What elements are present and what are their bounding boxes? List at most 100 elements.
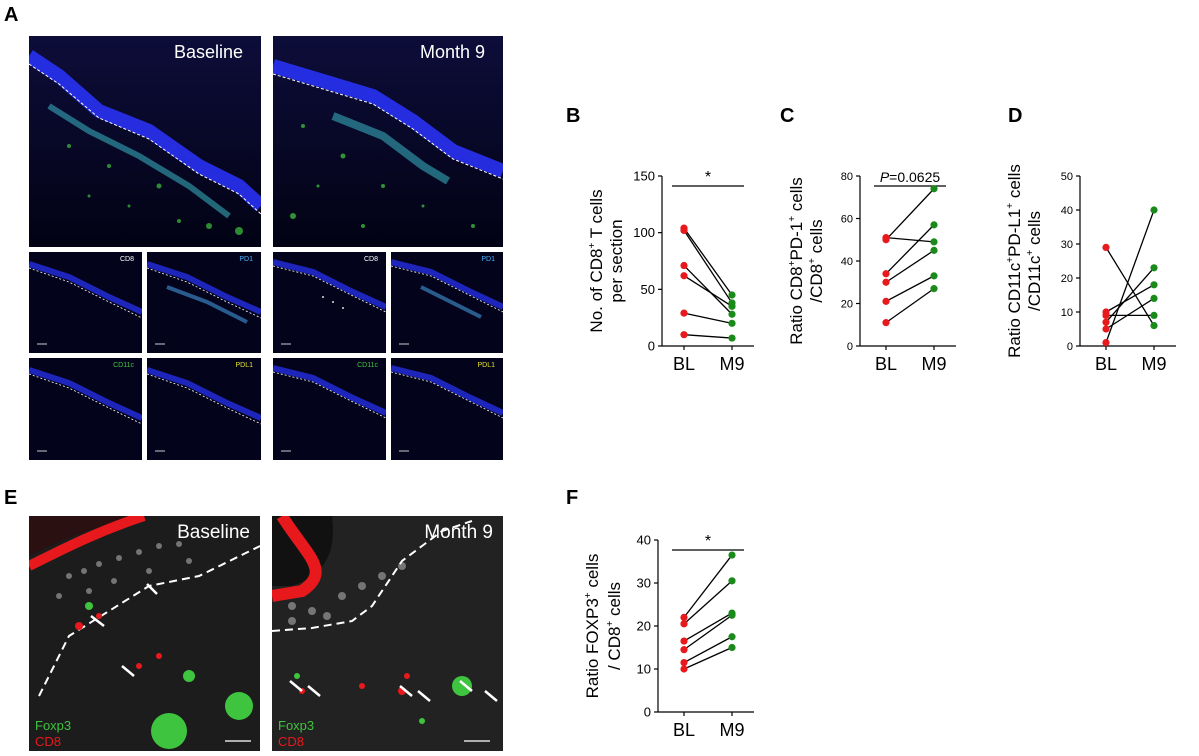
point-m9 [728,643,736,652]
legend-cd8: CD8 [35,734,62,749]
x-category-label: BL [673,720,695,740]
tile-label-pd1: PD1 [239,256,253,263]
point-bl [680,226,688,234]
point-m9 [1150,322,1158,330]
point-m9 [1150,206,1158,214]
chart-d: 0 10 20 30 40 50 BL M9 Ratio CD11c+PD-L1+ cells /… [1000,150,1195,380]
chart-c: 0 20 40 60 80 BL M9 Ratio CD8+PD-1+ cells/CD8+ … [782,150,982,380]
y-tick-label: 0 [1067,341,1073,353]
pair-line [683,554,733,618]
pair-line [683,265,733,315]
point-bl [680,646,688,654]
point-m9 [1150,311,1158,319]
x-category-label: BL [1095,354,1117,374]
x-category-label: M9 [1141,354,1166,374]
legend-cd8-m9: CD8 [278,734,305,749]
pair-line [683,230,733,304]
point-m9 [1150,294,1158,302]
y-axis-label-line1: No. of CD8+ T cells [587,189,606,332]
tile-baseline-cd11c: CD11c [29,358,142,460]
y-tick-label: 40 [637,533,651,548]
y-tick-label: 80 [841,171,853,183]
micrograph-e-title-month9: Month 9 [424,522,493,543]
y-tick-label: 150 [633,169,655,184]
point-bl [1102,325,1110,333]
panel-letter-e: E [4,487,18,509]
y-axis-label-line2: /CD8+ cells [807,219,826,302]
point-bl [1102,311,1110,319]
y-tick-label: 20 [841,298,853,310]
pair-line [885,275,935,302]
point-m9 [1150,281,1158,289]
tile-baseline-pdl1: PDL1 [147,358,261,460]
point-m9 [930,238,938,246]
pair-line [885,249,935,283]
pair-line [683,636,733,664]
point-bl [882,236,890,244]
tile-label-pdl1: PDL1 [235,362,253,369]
micrograph-e-month9: Month 9 Foxp3 CD8 [272,516,503,751]
micrograph-title-baseline: Baseline [173,42,243,62]
tile-label-pd1-m9: PD1 [481,256,495,263]
point-bl [1102,339,1110,347]
point-m9 [728,302,736,310]
y-tick-label: 40 [841,256,853,268]
legend-foxp3-m9: Foxp3 [278,718,315,733]
x-category-label: M9 [719,354,744,374]
x-category-label: M9 [719,720,744,740]
y-axis-label-line1: Ratio CD8+PD-1+ cells [787,177,806,345]
tile-label-cd8: CD8 [119,256,134,263]
panel-letter-a: A [4,4,19,26]
tile-baseline-pd1: PD1 [147,252,261,353]
point-m9 [728,611,736,619]
pair-line [1105,267,1155,323]
pair-line [683,334,733,339]
y-tick-label: 100 [633,225,655,240]
tile-month9-pdl1: PDL1 [391,358,503,460]
y-tick-label: 10 [1061,307,1073,319]
micrograph-e-baseline: Baseline Foxp3 CD8 [29,516,260,751]
point-bl [680,637,688,645]
point-m9 [728,310,736,318]
x-category-label: M9 [921,354,946,374]
y-tick-label: 20 [1061,273,1073,285]
point-m9 [930,272,938,280]
pair-line [683,612,733,642]
point-m9 [728,291,736,299]
point-bl [680,620,688,628]
panel-letter-c: C [780,105,795,127]
pair-line [683,614,733,651]
pair-line [885,288,935,324]
point-m9 [728,633,736,641]
tile-label-cd11c-m9: CD11c [357,362,378,369]
point-m9 [728,319,736,327]
pair-line [1105,247,1155,326]
point-bl [1102,243,1110,251]
point-m9 [728,551,736,559]
tile-month9-cd11c: CD11c [273,358,386,460]
y-tick-label: 20 [637,619,651,634]
panel-letter-b: B [566,105,581,127]
panel-letter-f: F [566,487,579,509]
point-bl [680,309,688,317]
pair-line [885,188,935,241]
point-bl [680,261,688,270]
y-tick-label: 0 [648,339,655,354]
chart-f: 0 10 20 30 40 BL M9 Ratio FOXP3+ cells / CD8+ ce… [576,520,776,751]
chart-c-svg: 0 20 40 60 80 BL M9 Ratio CD8+PD-1+ cells/CD8+ … [787,169,956,374]
micrograph-baseline-overview: Baseline [29,36,261,247]
legend-foxp3: Foxp3 [35,718,72,733]
pair-line [885,224,935,275]
y-axis-label-line1: Ratio CD11c+PD-L1+ cells [1005,164,1024,358]
point-bl [680,272,688,280]
pair-line [1105,297,1155,330]
y-axis-label-line2: /CD11c+ cells [1025,211,1044,311]
chart-b: 0 50 100 150 BL M9 No. of CD8+ T cells per sect… [580,150,760,380]
x-category-label: BL [875,354,897,374]
y-tick-label: 10 [637,662,651,677]
chart-d-svg: 0 10 20 30 40 50 BL M9 Ratio CD11c+PD-L1+ cells/… [1005,164,1176,374]
significance-label: * [705,169,711,186]
point-m9 [930,185,938,193]
point-m9 [1150,264,1158,272]
pair-line [683,227,733,296]
